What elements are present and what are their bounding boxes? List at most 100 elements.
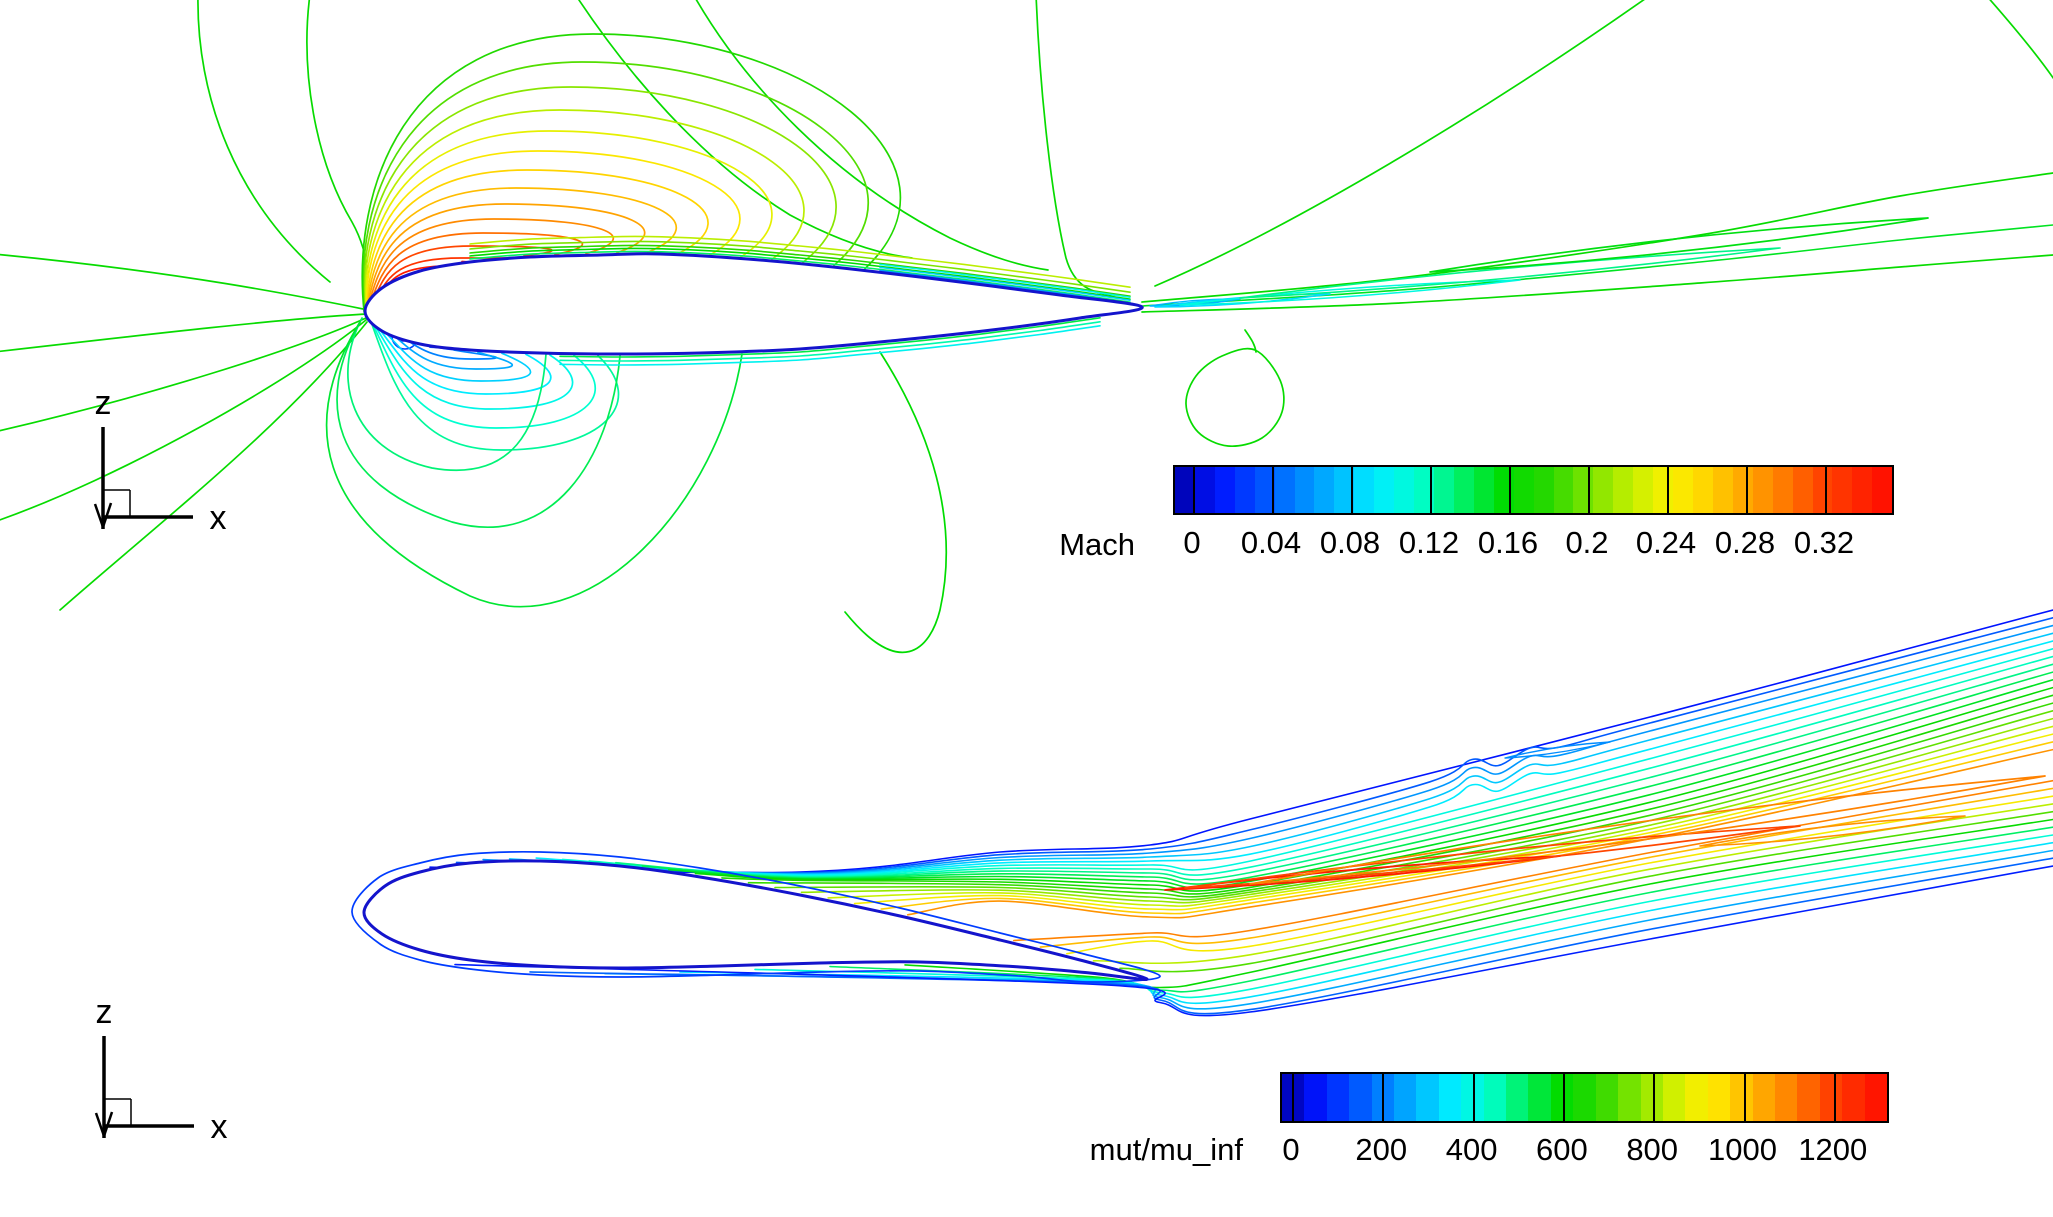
axis-label-z: z: [96, 993, 113, 1031]
far-field-contour: [0, 319, 367, 521]
colorbar-division-line: [1746, 467, 1748, 513]
colorbar-cell: [1812, 467, 1833, 513]
colorbar-cell: [1707, 1074, 1731, 1121]
wake-line: [1141, 172, 2053, 303]
axis-label-x: x: [211, 1108, 228, 1146]
colorbar-cell: [1712, 467, 1733, 513]
wake-fan-line: [679, 841, 2053, 1005]
viscosity-legend-title: mut/mu_inf: [1089, 1132, 1243, 1167]
colorbar-cell: [1483, 1074, 1507, 1121]
wake-core-loop: [1249, 775, 2046, 885]
colorbar-cell: [1553, 467, 1574, 513]
axis-line: [94, 1112, 106, 1137]
wake-fan-line: [774, 710, 2053, 901]
wake-fan-line: [429, 609, 2053, 874]
wake-fan-line: [1039, 787, 2053, 948]
wake-fan-line: [1119, 810, 2053, 973]
wake-loop: [1239, 247, 1781, 299]
colorbar-tick-label: 0.08: [1319, 525, 1381, 560]
viscosity-contour-plot: [351, 609, 2053, 1017]
mach-ring-lower-large: [325, 321, 743, 608]
wake-fan-line: [482, 624, 2053, 875]
colorbar-cell: [1453, 467, 1474, 513]
upper-boundary-layer-line: [469, 240, 1131, 293]
lower-boundary-layer-line: [559, 317, 1101, 358]
colorbar-cell: [1513, 467, 1534, 513]
wake-fan-line: [694, 686, 2053, 892]
colorbar-cell: [1506, 1074, 1529, 1121]
colorbar-cell: [1416, 1074, 1439, 1121]
wake-fan-line: [561, 648, 2053, 877]
far-field-contour: [0, 253, 369, 311]
colorbar-division-line: [1667, 467, 1669, 513]
colorbar-cell: [1461, 1074, 1484, 1121]
colorbar-division-line: [1833, 1074, 1836, 1121]
mach-ring-upper: [366, 232, 584, 313]
wake-fan-line: [904, 818, 2053, 989]
airfoil-outline-bottom: [362, 859, 1149, 981]
colorbar-division-line: [1430, 467, 1432, 513]
wake-core-loop: [1184, 825, 1801, 889]
axis-label-x: x: [210, 499, 227, 537]
mach-ring-upper: [365, 187, 677, 313]
colorbar-tick-label: 0: [1183, 525, 1201, 560]
colorbar-cell: [1294, 467, 1315, 513]
colorbar-cell: [1692, 467, 1713, 513]
far-field-contour: [1035, 0, 1116, 296]
colorbar-tick-label: 0.2: [1565, 525, 1609, 560]
wake-fan-line: [455, 617, 2053, 874]
wake-loop: [1154, 293, 1331, 308]
wake-fan-line: [827, 725, 2053, 907]
axis-line: [102, 1111, 114, 1137]
colorbar-cell: [1819, 1074, 1843, 1121]
colorbar-cell: [1493, 467, 1514, 513]
wake-fan-line: [721, 694, 2053, 895]
colorbar-division-line: [1472, 1074, 1475, 1121]
colorbar-cell: [1864, 1074, 1887, 1121]
colorbar-tick-label: 0.28: [1714, 525, 1776, 560]
colorbar-cell: [1792, 467, 1813, 513]
colorbar-cell: [1595, 1074, 1619, 1121]
colorbar-division-line: [1588, 467, 1590, 513]
colorbar-cell: [1573, 467, 1594, 513]
wake-line: [1141, 224, 2053, 307]
colorbar-division-line: [1653, 1074, 1656, 1121]
colorbar-cell: [1550, 1074, 1574, 1121]
wake-fan-line: [906, 748, 2053, 919]
upper-boundary-layer-line: [469, 235, 1131, 288]
mach-ring-upper: [365, 203, 646, 313]
colorbar-cell: [1274, 467, 1295, 513]
colorbar-division-line: [1825, 467, 1827, 513]
colorbar-cell: [1175, 467, 1195, 513]
colorbar-cell: [1473, 467, 1494, 513]
colorbar-cell: [1314, 467, 1335, 513]
colorbar-tick-label: 600: [1536, 1132, 1588, 1167]
colorbar-cell: [1234, 467, 1255, 513]
colorbar-cell: [1349, 1074, 1372, 1121]
wake-loop: [1429, 217, 1929, 273]
far-field-contour: [0, 313, 368, 353]
axis-line: [101, 502, 113, 528]
wake-fan-line: [1013, 779, 2053, 942]
colorbar-cell: [1528, 1074, 1551, 1121]
lower-boundary-layer-line: [559, 321, 1101, 362]
colorbar-cell: [1673, 467, 1693, 513]
colorbar-cell: [1618, 1074, 1641, 1121]
colorbar-cell: [1334, 467, 1355, 513]
mach-contour-plot: [0, 0, 2053, 654]
mach-ring-upper: [362, 61, 869, 313]
mach-ring-lower: [368, 315, 532, 382]
axis-indicator-top: zx: [93, 384, 227, 537]
colorbar-cell: [1752, 467, 1773, 513]
colorbar-division-line: [1743, 1074, 1746, 1121]
colorbar-cell: [1374, 467, 1395, 513]
wake-loop: [1179, 279, 1521, 306]
wake-line: [1141, 254, 2053, 313]
upper-boundary-layer-line: [469, 247, 1131, 300]
colorbar-cell: [1852, 467, 1873, 513]
mach-ring-upper: [364, 130, 773, 313]
colorbar-cell: [1414, 467, 1434, 513]
axis-line: [93, 503, 105, 528]
